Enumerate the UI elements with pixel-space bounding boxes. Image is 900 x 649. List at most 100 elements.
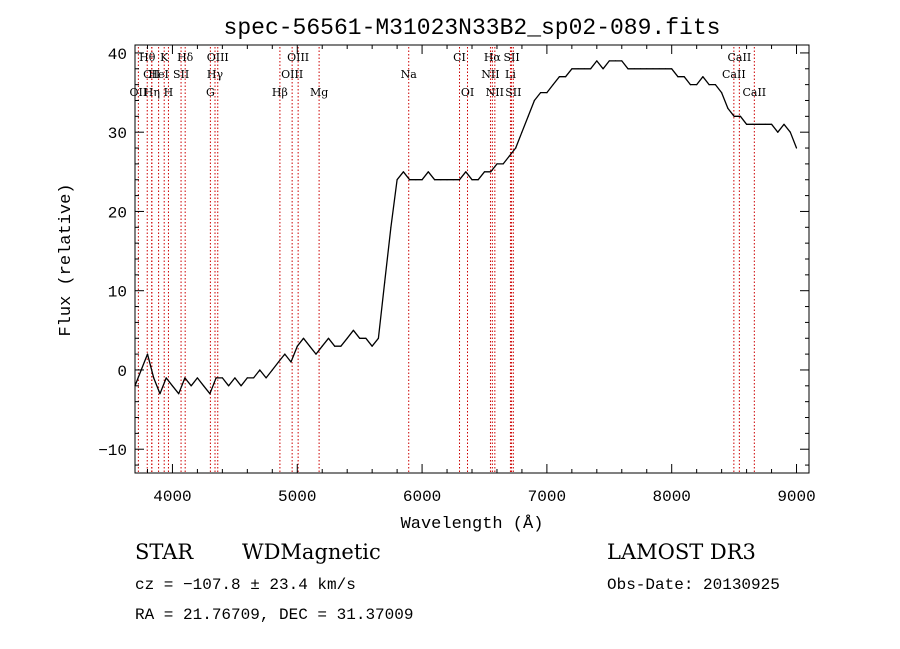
- series-0-point-81: [639, 68, 642, 70]
- series-0-point-103: [777, 131, 779, 133]
- y-axis-ticks: −10 0 10 20 30 40: [98, 46, 809, 466]
- series-0-point-5: [165, 377, 167, 379]
- marker-label-14: Na: [401, 68, 418, 81]
- series-0-point-20: [259, 369, 261, 371]
- object-class: STAR: [135, 540, 194, 564]
- series-0-point-98: [746, 123, 748, 125]
- series-0-point-16: [234, 377, 236, 379]
- x-tick-label-2: 6000: [403, 488, 441, 506]
- series-0-point-96: [733, 115, 735, 117]
- series-0-point-102: [771, 123, 773, 125]
- series-0-point-49: [440, 179, 442, 181]
- series-group: [134, 60, 798, 395]
- series-0-point-50: [446, 179, 448, 181]
- marker-label-15: NII: [481, 68, 499, 81]
- series-0-point-104: [783, 123, 785, 125]
- series-0-point-15: [228, 385, 230, 387]
- series-0-point-94: [721, 92, 723, 94]
- marker-label-24: OI: [461, 86, 474, 99]
- series-0-point-21: [265, 377, 267, 379]
- series-0-point-99: [752, 123, 754, 125]
- series-0-point-37: [365, 337, 367, 339]
- x-axis-ticks: 4000 5000 6000 7000 8000 9000: [146, 45, 816, 506]
- series-0-point-43: [402, 171, 404, 173]
- series-0-point-47: [427, 171, 429, 173]
- series-0-point-11: [203, 385, 205, 387]
- survey-name: LAMOST DR3: [607, 540, 756, 564]
- series-0-point-73: [590, 68, 592, 70]
- series-0-point-10: [196, 377, 198, 379]
- marker-label-7: SII: [503, 51, 519, 64]
- series-0-point-41: [390, 226, 392, 228]
- series-0-point-46: [421, 179, 423, 181]
- series-0-point-66: [546, 92, 548, 94]
- series-0-point-19: [253, 377, 255, 379]
- marker-label-22: Hβ: [272, 86, 288, 99]
- series-0-point-64: [533, 99, 536, 102]
- series-0-point-61: [515, 147, 517, 149]
- series-0-point-67: [552, 84, 554, 86]
- series-0-point-63: [527, 115, 529, 117]
- spectral-line-markers: [137, 47, 755, 473]
- series-0-point-42: [396, 179, 398, 181]
- series-0-point-4: [159, 393, 161, 395]
- marker-label-1: K: [160, 51, 169, 64]
- series-0-point-7: [178, 393, 180, 395]
- series-0-point-89: [689, 84, 692, 86]
- series-0-point-93: [714, 84, 717, 86]
- marker-label-8: CaII: [728, 51, 752, 64]
- y-tick-label-2: 10: [108, 284, 127, 302]
- series-0-point-101: [764, 123, 766, 125]
- marker-label-27: CaII: [742, 86, 766, 99]
- series-0-point-31: [327, 337, 330, 339]
- series-0-point-88: [683, 76, 685, 78]
- series-0-point-14: [221, 377, 223, 379]
- series-0-point-29: [315, 353, 317, 355]
- marker-label-9: CII: [143, 68, 160, 81]
- marker-label-18: OII: [130, 86, 148, 99]
- series-0-point-30: [321, 345, 323, 347]
- sky-coordinates: RA = 21.76709, DEC = 31.37009: [135, 606, 413, 624]
- marker-label-10: HeI: [148, 68, 168, 81]
- series-0-point-95: [727, 107, 729, 109]
- y-tick-label-5: 40: [108, 46, 127, 64]
- marker-label-12: Hγ: [207, 68, 224, 81]
- series-0-point-56: [483, 171, 486, 173]
- series-0-point-48: [434, 179, 436, 181]
- series-0-point-91: [702, 76, 704, 78]
- series-0-point-82: [646, 68, 648, 70]
- series-0-point-35: [352, 329, 354, 331]
- series-0-point-8: [184, 377, 186, 379]
- plot-frame: [134, 44, 810, 474]
- series-0-point-44: [409, 179, 411, 181]
- series-0-point-18: [246, 377, 248, 379]
- series-0-point-36: [359, 337, 361, 339]
- y-tick-label-1: 0: [117, 363, 127, 381]
- series-0-point-62: [521, 131, 523, 133]
- series-0-point-57: [490, 171, 492, 173]
- series-0-point-26: [296, 345, 298, 347]
- series-0-point-12: [209, 393, 211, 395]
- x-tick-label-5: 9000: [777, 488, 815, 506]
- series-0-point-33: [340, 345, 342, 347]
- x-tick-label-1: 5000: [278, 488, 316, 506]
- series-0-point-60: [508, 155, 510, 157]
- series-0-point-80: [633, 68, 635, 70]
- marker-label-11: SII: [173, 68, 189, 81]
- series-0-point-86: [671, 68, 673, 70]
- series-0-point-105: [789, 131, 791, 133]
- series-0-point-23: [277, 361, 280, 363]
- series-0-point-58: [496, 163, 498, 165]
- marker-label-4: OIII: [287, 51, 309, 64]
- series-0-point-51: [452, 179, 454, 181]
- marker-label-13: OIII: [281, 68, 303, 81]
- series-0-point-100: [758, 123, 760, 125]
- series-0-point-75: [602, 68, 604, 70]
- marker-label-3: OIII: [207, 51, 229, 64]
- marker-label-23: Mg: [310, 86, 328, 99]
- series-0-point-9: [190, 385, 192, 387]
- series-0-point-55: [477, 179, 479, 181]
- series-0-point-24: [284, 353, 286, 355]
